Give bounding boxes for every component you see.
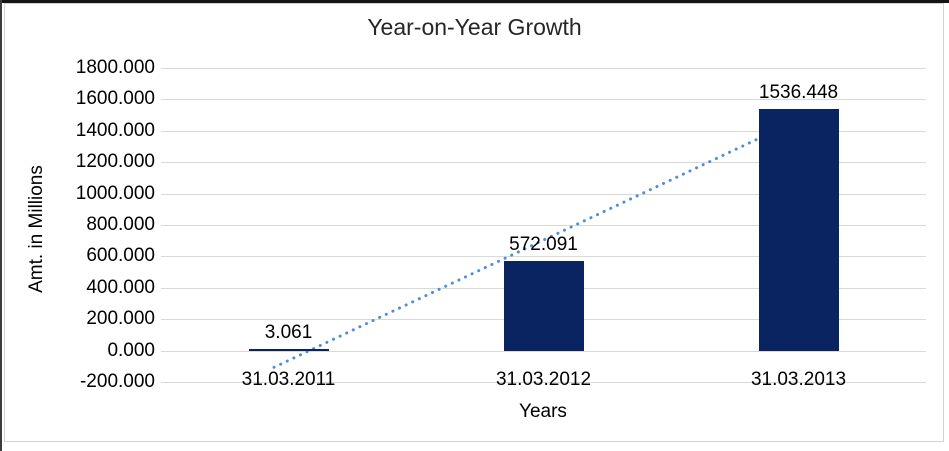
y-tick-label: 1400.000 — [75, 120, 155, 141]
y-tick-label: 1600.000 — [75, 88, 155, 109]
outer-top-edge — [0, 0, 949, 3]
y-gridline — [161, 351, 926, 352]
x-axis-title: Years — [519, 401, 567, 422]
bar-value-label: 572.091 — [509, 233, 578, 255]
y-tick-label: 0.000 — [107, 340, 155, 361]
y-gridline — [161, 225, 926, 226]
y-tick-label: -200.000 — [79, 371, 155, 392]
x-tick-label: 31.03.2012 — [495, 369, 592, 390]
chart-title: Year-on-Year Growth — [367, 14, 582, 40]
y-tick-label: 400.000 — [86, 277, 155, 298]
y-gridline — [161, 194, 926, 195]
bar-31.03.2011 — [248, 348, 329, 351]
x-tick-label: 31.03.2011 — [241, 369, 336, 390]
bar-31.03.2013 — [758, 109, 839, 351]
y-gridline — [161, 99, 926, 100]
y-gridline — [161, 162, 926, 163]
y-tick-label: 1000.000 — [75, 183, 155, 204]
y-tick-label: 1800.000 — [75, 57, 155, 78]
x-tick-label: 31.03.2013 — [750, 369, 847, 390]
outer-left-edge — [0, 0, 2, 451]
y-tick-label: 1200.000 — [75, 151, 155, 172]
trendline — [272, 116, 804, 369]
bar-value-label: 1536.448 — [758, 82, 839, 104]
y-gridline — [161, 382, 926, 383]
y-tick-label: 200.000 — [86, 308, 155, 329]
y-gridline — [161, 256, 926, 257]
y-gridline — [161, 68, 926, 69]
bar-31.03.2012 — [503, 260, 584, 351]
y-tick-label: 800.000 — [86, 214, 155, 235]
y-tick-label: 600.000 — [86, 245, 155, 266]
y-gridline — [161, 131, 926, 132]
bar-value-label: 3.061 — [264, 321, 313, 343]
